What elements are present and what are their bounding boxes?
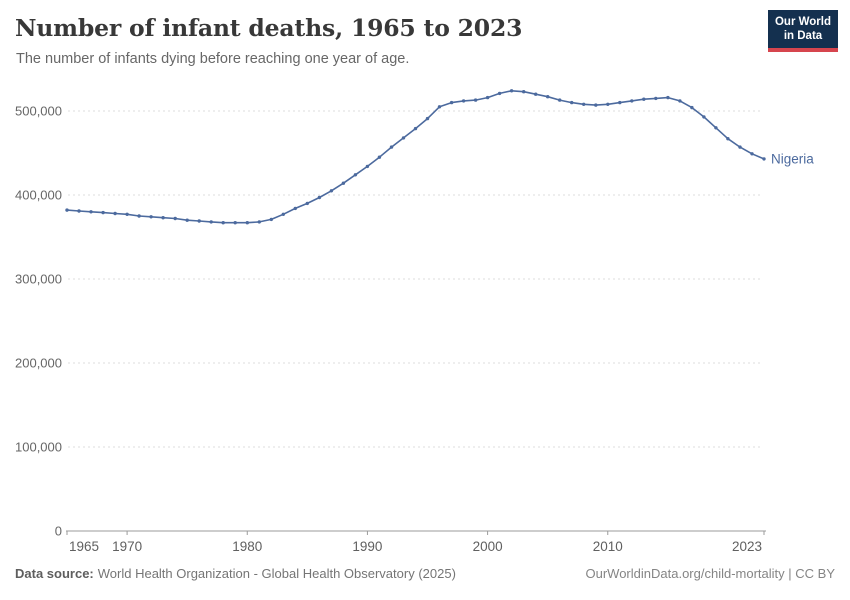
y-axis-tick-label: 400,000 bbox=[15, 188, 62, 203]
data-point[interactable] bbox=[666, 95, 670, 100]
chart-footer: Data source: World Health Organization - … bbox=[0, 566, 850, 581]
data-point[interactable] bbox=[77, 209, 81, 213]
data-point[interactable] bbox=[582, 102, 586, 107]
data-point[interactable] bbox=[245, 221, 249, 225]
data-point[interactable] bbox=[750, 152, 754, 156]
data-source: Data source: World Health Organization - … bbox=[15, 566, 456, 581]
data-point[interactable] bbox=[401, 136, 406, 140]
owid-logo-line1: Our World bbox=[774, 16, 831, 28]
data-point[interactable] bbox=[113, 211, 117, 216]
x-axis-tick-label: 1980 bbox=[232, 539, 262, 554]
data-point[interactable] bbox=[522, 90, 526, 94]
data-point[interactable] bbox=[630, 99, 634, 103]
data-source-label: Data source: bbox=[15, 566, 94, 581]
data-point[interactable] bbox=[534, 92, 538, 96]
data-point[interactable] bbox=[473, 98, 478, 102]
data-point[interactable] bbox=[425, 116, 430, 121]
x-axis-tick-label: 1970 bbox=[112, 539, 142, 554]
x-axis-tick-label: 2023 bbox=[732, 539, 762, 554]
data-point[interactable] bbox=[65, 208, 69, 212]
x-axis-tick-label: 1965 bbox=[69, 539, 99, 554]
data-point[interactable] bbox=[546, 95, 550, 99]
data-source-text: World Health Organization - Global Healt… bbox=[97, 566, 456, 581]
y-axis-tick-label: 100,000 bbox=[15, 440, 62, 455]
y-axis-tick-label: 500,000 bbox=[15, 104, 62, 119]
data-point[interactable] bbox=[257, 220, 261, 224]
data-point[interactable] bbox=[606, 102, 610, 107]
data-point[interactable] bbox=[89, 210, 93, 214]
data-point[interactable] bbox=[461, 99, 466, 103]
data-point[interactable] bbox=[161, 216, 165, 220]
x-axis-tick-label: 2000 bbox=[473, 539, 503, 554]
data-point[interactable] bbox=[329, 189, 334, 193]
data-point[interactable] bbox=[642, 97, 646, 101]
data-point[interactable] bbox=[570, 100, 574, 105]
data-point[interactable] bbox=[702, 115, 706, 119]
data-point[interactable] bbox=[281, 212, 285, 216]
y-axis-tick-label: 300,000 bbox=[15, 272, 62, 287]
data-point[interactable] bbox=[353, 173, 358, 177]
data-point[interactable] bbox=[233, 221, 237, 225]
y-axis-tick-label: 200,000 bbox=[15, 356, 62, 371]
y-axis-tick-label: 0 bbox=[55, 524, 62, 539]
data-point[interactable] bbox=[341, 181, 346, 185]
data-point[interactable] bbox=[678, 99, 682, 103]
data-point[interactable] bbox=[509, 89, 514, 93]
data-point[interactable] bbox=[149, 215, 153, 219]
data-point[interactable] bbox=[137, 214, 141, 218]
data-point[interactable] bbox=[209, 220, 213, 224]
data-point[interactable] bbox=[173, 216, 177, 221]
data-point[interactable] bbox=[317, 195, 322, 200]
data-point[interactable] bbox=[618, 100, 622, 105]
data-point[interactable] bbox=[197, 219, 201, 223]
x-axis-tick-label: 1990 bbox=[352, 539, 382, 554]
data-point[interactable] bbox=[594, 103, 598, 107]
data-point[interactable] bbox=[738, 145, 742, 149]
data-point[interactable] bbox=[185, 218, 189, 222]
x-axis-tick-label: 2010 bbox=[593, 539, 623, 554]
chart-title: Number of infant deaths, 1965 to 2023 bbox=[15, 14, 523, 42]
data-point[interactable] bbox=[485, 95, 490, 100]
data-point[interactable] bbox=[101, 210, 105, 215]
data-point[interactable] bbox=[654, 96, 658, 101]
owid-logo: Our World in Data bbox=[768, 10, 838, 52]
data-point[interactable] bbox=[389, 145, 394, 149]
data-point[interactable] bbox=[305, 201, 309, 206]
data-point[interactable] bbox=[762, 157, 766, 161]
data-point[interactable] bbox=[365, 164, 370, 169]
chart-subtitle: The number of infants dying before reach… bbox=[16, 51, 410, 67]
data-point[interactable] bbox=[293, 206, 297, 211]
data-point[interactable] bbox=[726, 137, 730, 141]
series-entity-label[interactable]: Nigeria bbox=[771, 151, 814, 166]
data-point[interactable] bbox=[558, 98, 562, 102]
data-point[interactable] bbox=[413, 126, 418, 131]
data-point[interactable] bbox=[690, 105, 694, 110]
data-point[interactable] bbox=[449, 100, 454, 105]
data-point[interactable] bbox=[221, 221, 225, 225]
owid-link[interactable]: OurWorldinData.org/child-mortality | CC … bbox=[585, 566, 836, 581]
data-point[interactable] bbox=[714, 126, 718, 130]
data-point[interactable] bbox=[269, 217, 273, 222]
owid-logo-line2: in Data bbox=[783, 30, 823, 42]
data-point[interactable] bbox=[437, 105, 442, 109]
data-point[interactable] bbox=[125, 212, 129, 216]
data-point[interactable] bbox=[497, 91, 502, 96]
data-point[interactable] bbox=[377, 155, 382, 159]
